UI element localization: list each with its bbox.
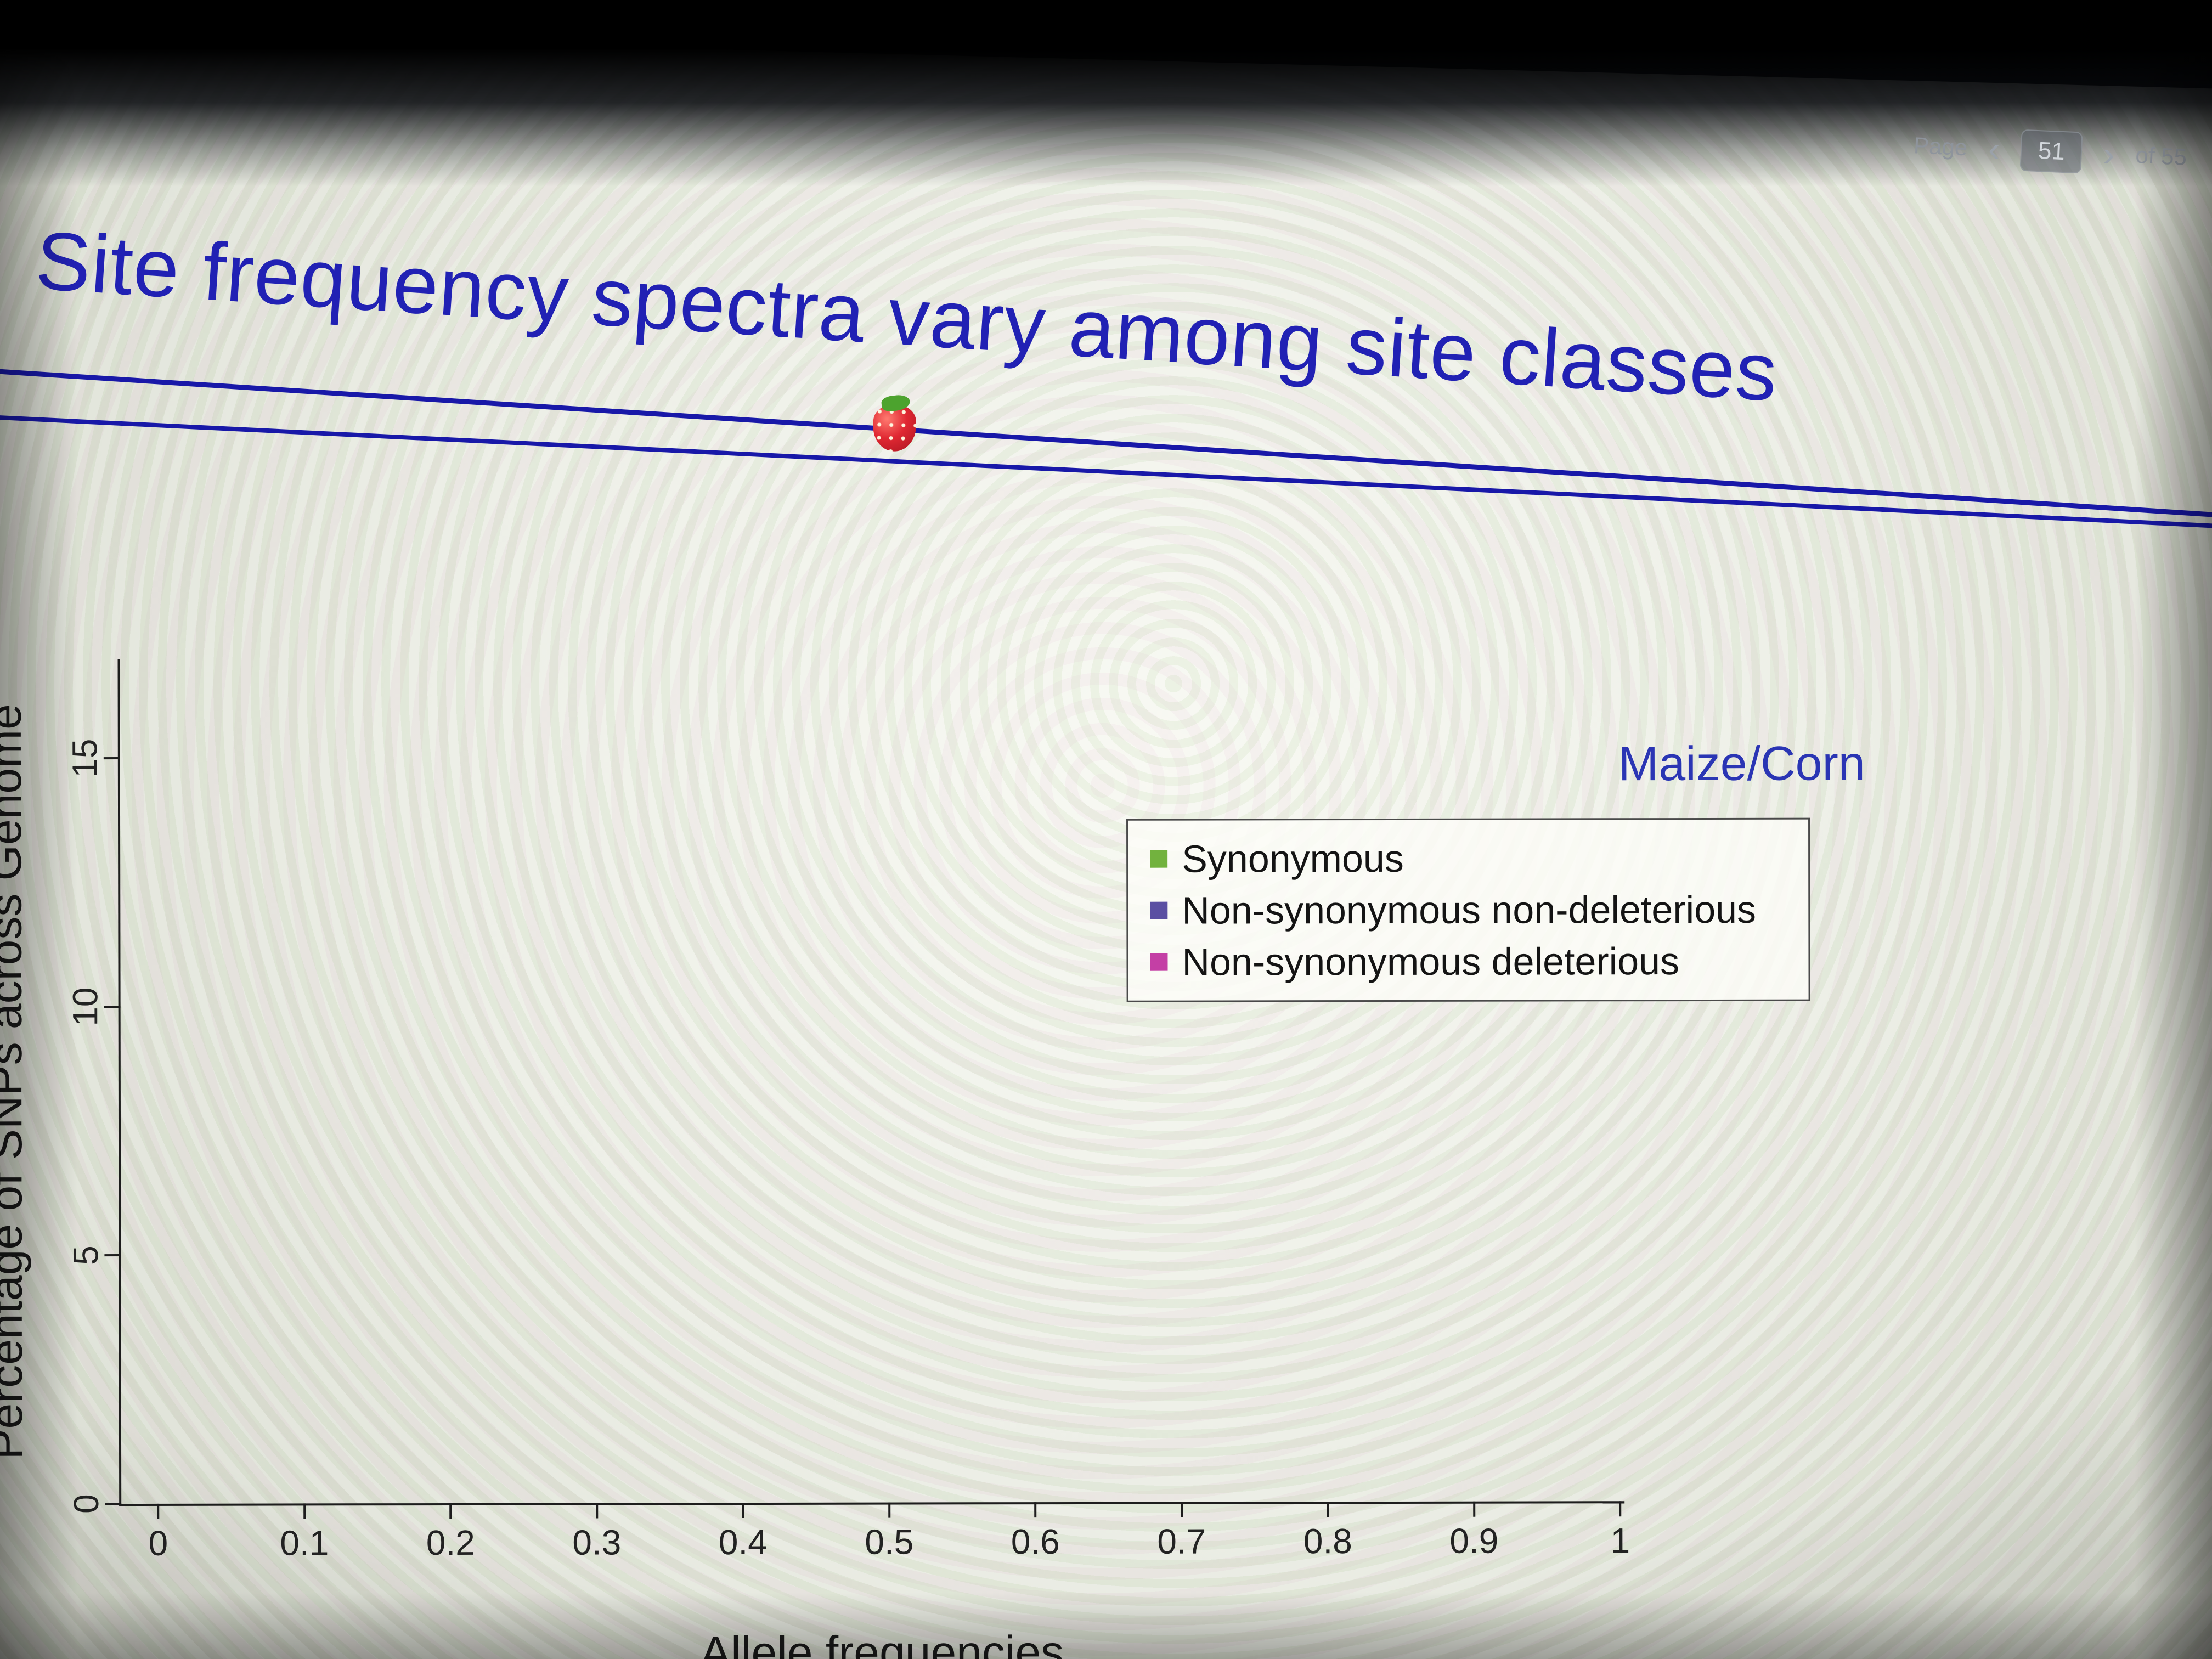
x-tick-mark xyxy=(595,1503,598,1519)
x-tick-mark xyxy=(1180,1502,1183,1517)
page-count-label: of 55 xyxy=(2135,142,2187,170)
legend-swatch-icon xyxy=(1150,850,1168,868)
legend-swatch-icon xyxy=(1150,953,1168,971)
x-tick-mark xyxy=(742,1503,744,1519)
title-underline-bottom xyxy=(0,414,2212,534)
y-tick-mark xyxy=(105,1503,122,1505)
legend-item: Non-synonymous non-deleterious xyxy=(1150,888,1786,933)
page-label: Page xyxy=(1913,132,1968,161)
legend-item: Non-synonymous deleterious xyxy=(1150,939,1786,984)
chevron-left-icon[interactable]: ‹ xyxy=(1987,129,2001,169)
legend-label: Non-synonymous non-deleterious xyxy=(1182,888,1757,932)
x-tick-mark xyxy=(1327,1502,1329,1517)
page-number-input[interactable]: 51 xyxy=(2019,129,2083,174)
x-tick-mark xyxy=(888,1502,890,1518)
viewer-top-chrome: Page ‹ 51 › of 55 xyxy=(0,0,2212,187)
strawberry-icon xyxy=(872,404,917,452)
x-axis-title: Allele frequencies xyxy=(700,1626,1064,1659)
page-navigation: Page ‹ 51 › of 55 xyxy=(1912,125,2187,178)
x-tick-mark xyxy=(1034,1502,1037,1518)
y-tick-mark xyxy=(104,1006,121,1008)
x-tick-mark xyxy=(303,1503,306,1519)
slide-page: Site frequency spectra vary among site c… xyxy=(0,30,2212,1659)
x-tick-mark xyxy=(1472,1501,1475,1517)
chart-legend: Synonymous Non-synonymous non-deleterious… xyxy=(1126,817,1810,1002)
legend-label: Non-synonymous deleterious xyxy=(1182,940,1680,984)
x-tick-mark xyxy=(449,1503,452,1519)
chevron-right-icon[interactable]: › xyxy=(2102,134,2116,174)
legend-item: Synonymous xyxy=(1150,836,1786,881)
legend-swatch-icon xyxy=(1150,901,1168,919)
chart-annotation: Maize/Corn xyxy=(1618,736,1865,791)
y-tick-mark xyxy=(103,757,120,760)
sfs-bar-chart: Maize/Corn 0 5 10 15 0 0.1 0.2 0.3 0.4 0.5 0.6 0.7 0… xyxy=(0,628,2039,1659)
plot-area: 0 5 10 15 0 0.1 0.2 0.3 0.4 0.5 0.6 0.7 0.8 0.9 1 xyxy=(65,656,1630,1563)
bars-container xyxy=(157,656,1621,1504)
x-tick-mark xyxy=(1619,1501,1622,1517)
y-tick-mark xyxy=(104,1254,121,1257)
x-tick-mark xyxy=(157,1503,160,1519)
legend-label: Synonymous xyxy=(1182,837,1404,881)
title-underline-top xyxy=(0,367,2212,525)
